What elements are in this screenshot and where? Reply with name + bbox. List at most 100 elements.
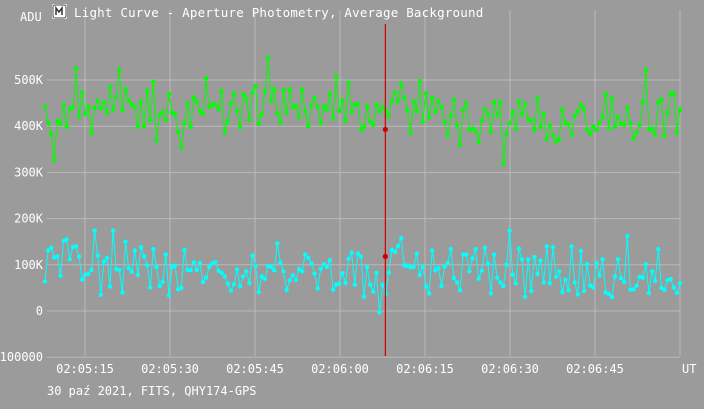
data-point: [495, 112, 500, 118]
data-point: [510, 109, 515, 115]
data-point: [612, 274, 618, 279]
data-point: [414, 109, 419, 114]
data-point: [488, 129, 494, 134]
x-tick-label: 02:05:30: [141, 362, 199, 376]
data-point: [569, 132, 574, 138]
data-point: [634, 130, 639, 135]
data-point: [371, 122, 376, 128]
data-point: [653, 132, 658, 138]
app-icon[interactable]: [52, 4, 67, 19]
data-point: [327, 91, 333, 96]
data-point: [166, 293, 172, 298]
data-point: [464, 252, 469, 257]
time-cursor[interactable]: [382, 24, 388, 356]
data-point: [653, 278, 658, 284]
data-point: [522, 101, 528, 107]
data-point: [135, 272, 141, 278]
data-point: [89, 267, 94, 273]
data-point: [417, 272, 422, 278]
data-point: [228, 288, 234, 293]
data-point: [145, 263, 150, 268]
data-point: [405, 108, 410, 113]
data-point: [532, 254, 537, 260]
data-point: [377, 310, 382, 315]
data-point: [309, 102, 314, 108]
data-point: [541, 280, 546, 285]
data-point: [442, 264, 447, 269]
data-point: [597, 120, 602, 126]
data-point: [566, 122, 571, 127]
data-point: [491, 100, 497, 105]
data-point: [104, 110, 110, 116]
data-point: [160, 279, 165, 285]
data-point: [309, 261, 314, 266]
data-point: [346, 256, 351, 261]
data-point: [560, 289, 565, 295]
data-point: [343, 280, 348, 285]
data-point: [110, 107, 116, 112]
data-point: [485, 112, 491, 117]
data-point: [253, 83, 258, 89]
data-point: [640, 100, 645, 105]
data-point: [578, 248, 584, 254]
data-point: [668, 276, 673, 282]
data-point: [191, 260, 196, 265]
data-point: [343, 118, 348, 123]
data-point: [176, 129, 181, 134]
series-1: [42, 55, 683, 166]
data-point: [284, 110, 289, 115]
data-point: [529, 288, 534, 294]
data-point: [529, 118, 534, 123]
data-point: [557, 269, 562, 274]
data-point: [677, 107, 683, 112]
data-point: [231, 91, 237, 96]
data-point: [337, 281, 342, 286]
data-point: [544, 136, 549, 142]
data-point: [194, 99, 199, 104]
data-point: [275, 111, 280, 116]
data-point: [340, 270, 345, 276]
data-point: [470, 256, 475, 261]
data-point: [535, 95, 540, 101]
data-point: [259, 274, 264, 279]
data-point: [553, 274, 559, 279]
data-point: [560, 107, 565, 112]
data-point: [76, 254, 82, 259]
y-tick-label: 100K: [14, 258, 44, 272]
data-point: [203, 275, 209, 280]
data-point: [284, 288, 289, 293]
data-point: [461, 107, 466, 112]
data-point: [117, 67, 122, 73]
data-point: [207, 264, 212, 270]
data-point: [622, 279, 627, 285]
data-point: [327, 258, 333, 263]
data-point: [662, 133, 667, 139]
data-point: [89, 130, 94, 136]
data-point: [516, 246, 522, 251]
series-line: [44, 230, 681, 313]
data-point: [148, 285, 153, 290]
data-point: [306, 255, 311, 261]
data-point: [256, 121, 261, 127]
x-tick-label: 02:05:45: [226, 362, 284, 376]
data-point: [98, 292, 104, 297]
cursor-marker-series-1: [382, 126, 388, 133]
data-point: [442, 119, 447, 124]
data-point: [643, 67, 649, 73]
data-point: [138, 99, 144, 104]
data-point: [114, 94, 119, 99]
data-point: [64, 124, 69, 129]
data-point: [389, 98, 395, 104]
data-point: [461, 252, 466, 257]
y-tick-label: 400K: [14, 119, 44, 133]
data-point: [247, 117, 252, 122]
data-point: [544, 244, 549, 249]
data-point: [45, 248, 51, 253]
data-point: [290, 273, 295, 278]
data-point: [662, 287, 667, 292]
data-point: [414, 251, 419, 256]
data-point: [448, 113, 453, 118]
data-point: [247, 281, 252, 286]
data-point: [677, 281, 683, 286]
